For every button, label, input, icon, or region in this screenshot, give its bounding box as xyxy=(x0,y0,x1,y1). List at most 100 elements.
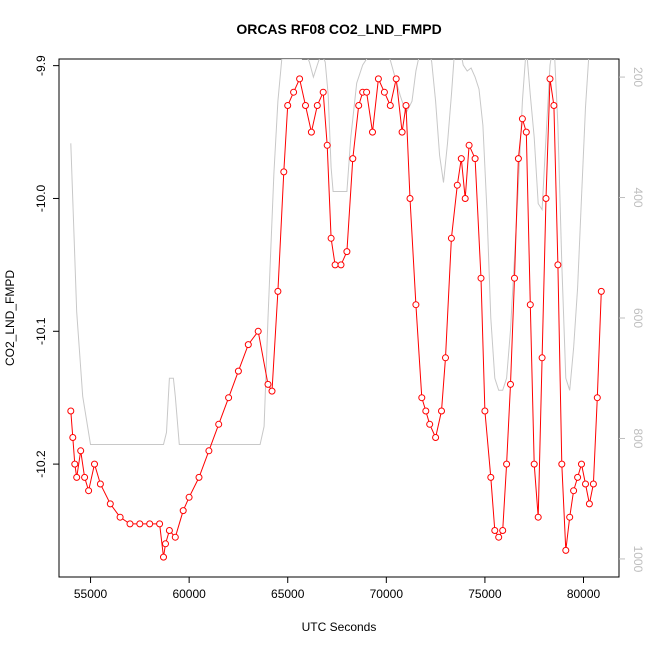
data-point xyxy=(574,473,582,481)
data-point xyxy=(71,460,79,468)
data-point xyxy=(582,480,589,488)
y-tick-label: -10.0 xyxy=(34,184,48,212)
series-layer xyxy=(67,59,605,561)
data-point xyxy=(426,420,434,428)
data-point xyxy=(264,380,272,388)
data-point xyxy=(380,88,388,96)
data-point xyxy=(589,480,597,488)
data-point xyxy=(542,195,550,202)
data-point xyxy=(244,341,252,349)
data-point xyxy=(398,128,406,136)
data-point xyxy=(302,102,309,109)
data-point xyxy=(327,234,335,242)
data-point xyxy=(355,102,363,109)
y2-tick-label: 1000 xyxy=(631,546,645,573)
data-point xyxy=(392,75,400,83)
data-point xyxy=(160,553,167,561)
data-point xyxy=(313,102,321,109)
y2-tick-label: 800 xyxy=(631,428,645,448)
data-point xyxy=(499,527,507,534)
data-point xyxy=(465,141,473,149)
data-point xyxy=(323,141,331,149)
data-point xyxy=(530,460,538,468)
axes-layer: 55000 60000 65000 70000 75000 80000 -10.2 -10.1… xyxy=(34,55,645,601)
data-point xyxy=(363,88,371,96)
data-point xyxy=(156,520,164,528)
y2-tick-label: 600 xyxy=(631,308,645,328)
data-point xyxy=(518,115,526,123)
data-point xyxy=(570,487,578,495)
data-point xyxy=(96,480,104,488)
data-point xyxy=(126,520,134,528)
data-point xyxy=(418,394,426,402)
data-point xyxy=(146,520,154,528)
data-point xyxy=(534,513,542,521)
data-point xyxy=(268,387,276,395)
x-tick-label: 75000 xyxy=(468,587,502,601)
data-point xyxy=(477,274,485,282)
y2-tick-label: 400 xyxy=(631,188,645,208)
data-point xyxy=(457,155,465,163)
data-point xyxy=(91,460,98,468)
data-point xyxy=(343,248,351,256)
y-tick-label: -10.1 xyxy=(34,317,48,345)
data-point xyxy=(77,447,85,455)
data-point xyxy=(162,540,169,548)
data-point xyxy=(491,527,499,534)
x-axis-label: UTC Seconds xyxy=(302,620,377,634)
data-point xyxy=(471,155,479,163)
data-point xyxy=(284,102,292,109)
data-point xyxy=(597,287,605,295)
data-point xyxy=(495,533,503,541)
data-point xyxy=(461,195,469,202)
x-tick-label: 55000 xyxy=(74,587,108,601)
data-point xyxy=(179,507,187,515)
data-point xyxy=(280,168,288,176)
y2-tick-label: 200 xyxy=(631,67,645,87)
x-tick-label: 60000 xyxy=(172,587,206,601)
data-point xyxy=(374,75,382,83)
data-point xyxy=(234,367,242,375)
data-point xyxy=(550,102,558,109)
data-point xyxy=(526,301,534,309)
data-point xyxy=(554,261,562,269)
data-point xyxy=(558,460,566,468)
data-point xyxy=(432,434,440,441)
data-point xyxy=(447,234,455,242)
data-point xyxy=(442,354,449,362)
data-point xyxy=(503,460,511,468)
y-axis-label: CO2_LND_FMPD xyxy=(3,270,17,366)
data-point xyxy=(453,181,461,189)
data-point xyxy=(438,407,445,415)
data-point xyxy=(522,128,530,136)
data-point xyxy=(337,261,345,269)
data-point xyxy=(225,394,233,402)
data-point xyxy=(67,407,75,415)
data-point xyxy=(165,527,173,534)
data-point xyxy=(290,88,298,96)
x-tick-label: 65000 xyxy=(271,587,305,601)
data-point xyxy=(85,487,93,495)
data-point xyxy=(402,102,410,109)
data-point xyxy=(566,513,574,521)
data-point xyxy=(487,473,495,481)
data-point xyxy=(274,287,282,295)
data-point xyxy=(593,394,601,402)
data-point xyxy=(73,473,81,481)
data-point xyxy=(69,434,77,441)
data-point xyxy=(215,420,223,428)
data-point xyxy=(307,128,315,136)
data-point xyxy=(349,155,357,163)
altitude-line xyxy=(70,59,590,445)
data-point xyxy=(106,500,114,508)
data-point xyxy=(136,520,144,528)
data-point xyxy=(195,473,203,481)
chart-title: ORCAS RF08 CO2_LND_FMPD xyxy=(236,21,441,37)
data-point xyxy=(562,546,570,554)
data-point xyxy=(185,493,193,501)
series-altitude xyxy=(70,59,590,445)
data-point xyxy=(331,261,339,269)
data-point xyxy=(254,327,262,335)
data-point xyxy=(116,513,124,521)
